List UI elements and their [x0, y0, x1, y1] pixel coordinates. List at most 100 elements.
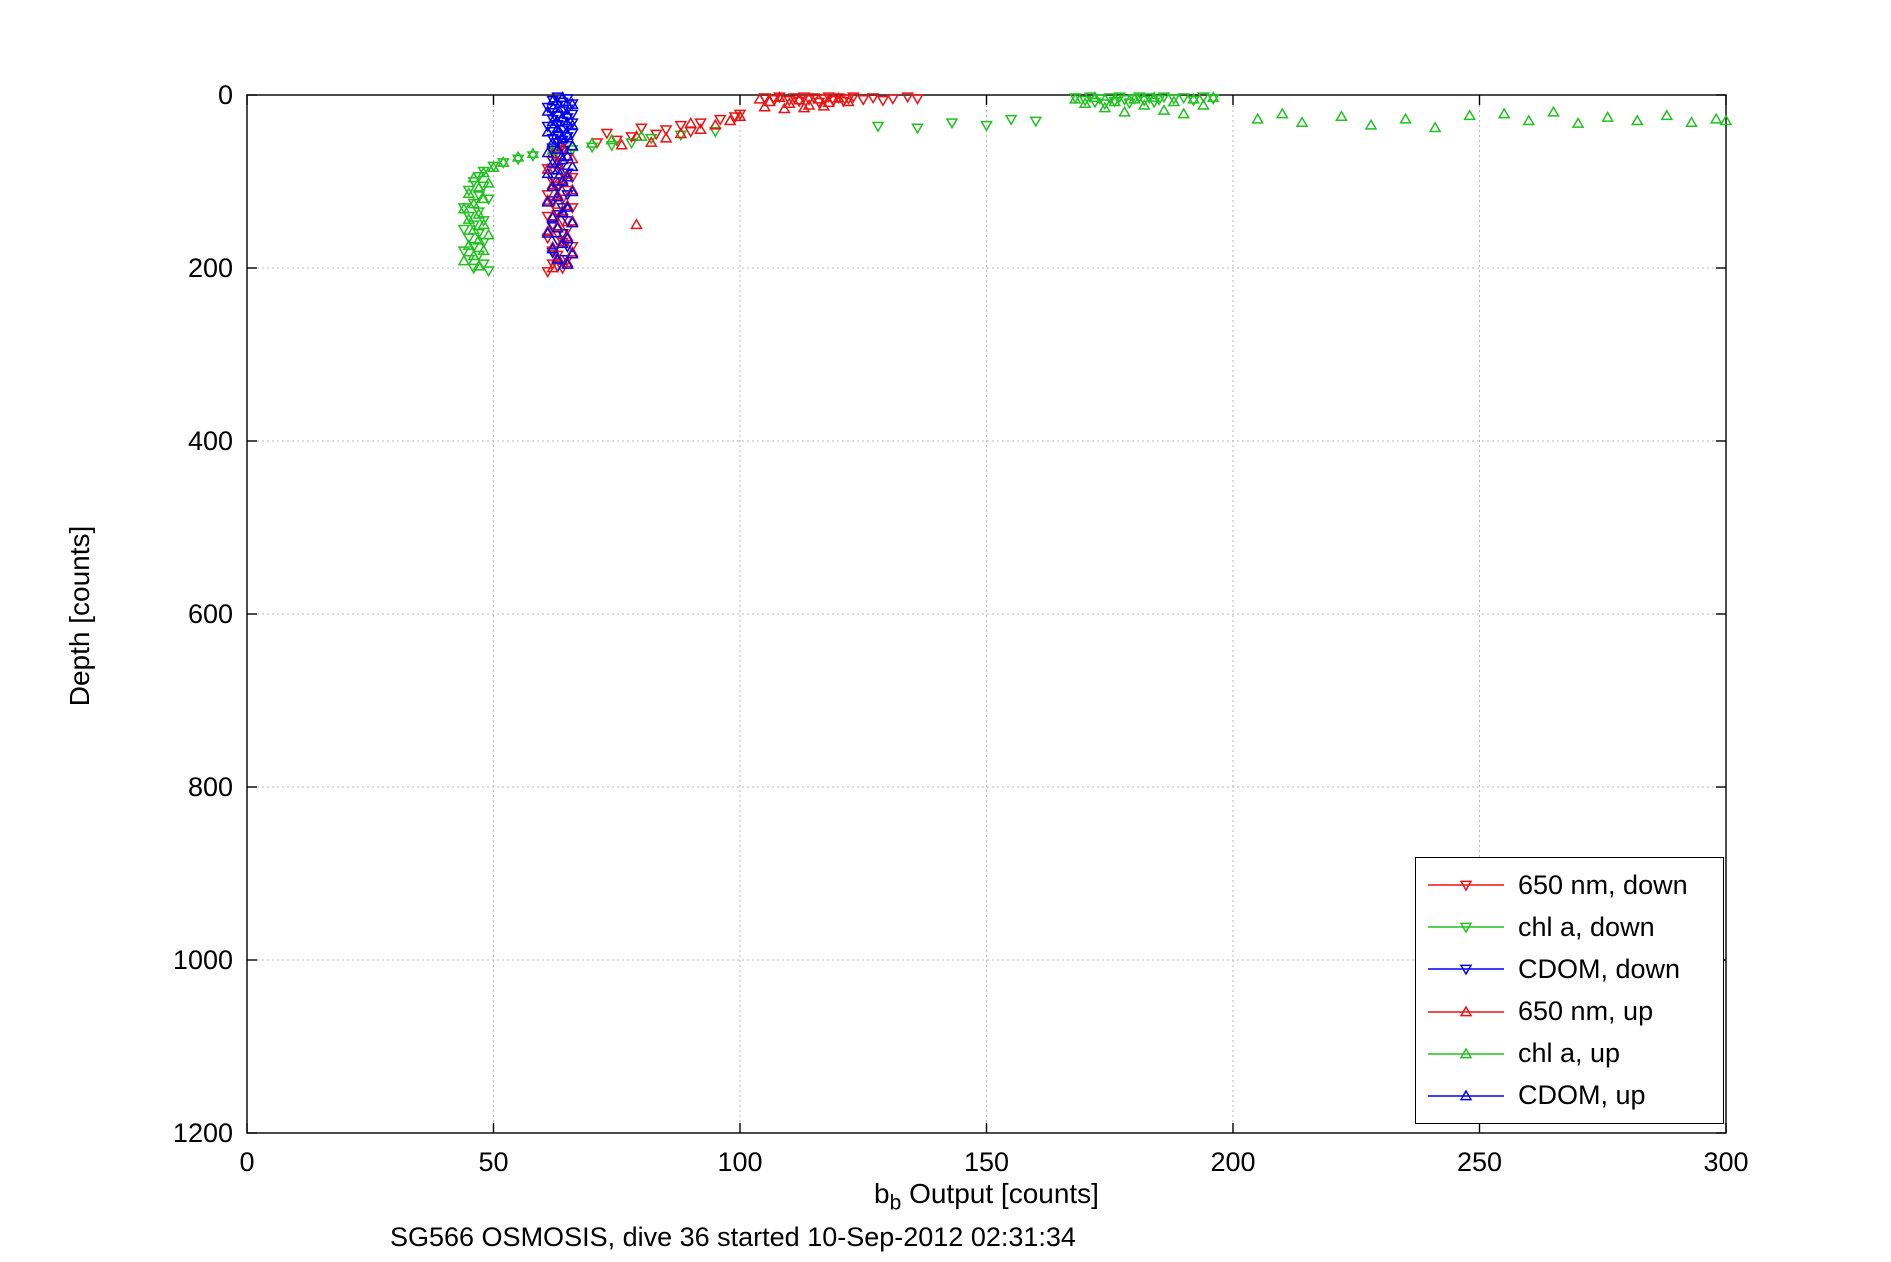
- triangle-down-marker-icon: [980, 120, 993, 132]
- triangle-up-marker-icon: [561, 230, 574, 242]
- triangle-down-marker-icon: [694, 118, 707, 130]
- triangle-up-marker-icon: [1428, 121, 1442, 133]
- triangle-up-marker-icon: [561, 232, 574, 243]
- y-tick-label: 200: [188, 253, 233, 283]
- triangle-down-marker-icon: [1187, 95, 1200, 107]
- triangle-up-marker-icon: [551, 163, 564, 175]
- legend-sample-line: [1428, 880, 1504, 892]
- legend-label: chl a, down: [1518, 911, 1655, 942]
- triangle-up-marker-icon: [541, 125, 555, 137]
- triangle-down-marker-icon: [1167, 94, 1181, 105]
- triangle-up-marker-icon: [556, 204, 569, 216]
- triangle-up-marker-icon: [541, 226, 555, 238]
- y-tick-label: 0: [218, 80, 233, 110]
- triangle-up-marker-icon: [817, 99, 831, 111]
- x-tick-label: 0: [239, 1147, 254, 1177]
- triangle-up-marker-icon: [822, 96, 836, 108]
- triangle-up-marker-icon: [1197, 98, 1210, 110]
- triangle-up-marker-icon: [561, 200, 574, 212]
- triangle-up-marker-icon: [566, 245, 579, 257]
- triangle-up-marker-icon: [694, 123, 707, 134]
- triangle-down-marker-icon: [511, 154, 525, 166]
- triangle-up-marker-icon: [1098, 101, 1112, 113]
- legend: 650 nm, down chl a, down CDOM, down 650 nm,…: [1415, 857, 1724, 1124]
- triangle-down-marker-icon: [556, 203, 569, 214]
- triangle-down-marker-icon: [1088, 97, 1102, 109]
- triangle-down-marker-icon: [1152, 94, 1166, 106]
- triangle-down-marker-icon: [1147, 97, 1161, 109]
- triangle-down-marker-icon: [1078, 95, 1092, 107]
- triangle-up-marker-icon: [1068, 92, 1082, 104]
- triangle-up-marker-icon: [1157, 104, 1171, 115]
- triangle-up-marker-icon: [541, 195, 555, 207]
- triangle-up-marker-icon: [605, 133, 619, 145]
- triangle-down-marker-icon: [911, 94, 924, 105]
- legend-label: CDOM, up: [1518, 1080, 1646, 1111]
- triangle-up-marker-icon: [472, 259, 486, 271]
- series-chl-a-up: [457, 91, 1733, 271]
- triangle-down-marker-icon: [1197, 92, 1210, 104]
- triangle-down-marker-icon: [1029, 116, 1043, 128]
- triangle-up-marker-icon: [1251, 112, 1264, 124]
- triangle-down-marker-icon: [659, 125, 673, 137]
- triangle-up-marker-icon: [561, 149, 574, 161]
- triangle-up-marker-icon: [1187, 92, 1200, 104]
- triangle-down-marker-icon: [1459, 922, 1473, 934]
- triangle-up-marker-icon: [551, 122, 564, 134]
- triangle-up-marker-icon: [1206, 91, 1220, 102]
- triangle-down-marker-icon: [822, 92, 836, 104]
- triangle-up-marker-icon: [753, 92, 767, 104]
- triangle-down-marker-icon: [541, 121, 555, 133]
- triangle-up-marker-icon: [797, 101, 811, 113]
- triangle-up-marker-icon: [477, 166, 490, 178]
- x-axis-label-rest: Output [counts]: [901, 1178, 1099, 1209]
- triangle-up-marker-icon: [482, 228, 495, 240]
- triangle-up-marker-icon: [1601, 110, 1614, 122]
- triangle-down-marker-icon: [1459, 880, 1473, 892]
- triangle-up-marker-icon: [511, 150, 525, 162]
- triangle-down-marker-icon: [901, 92, 914, 104]
- triangle-down-marker-icon: [526, 151, 540, 163]
- triangle-down-marker-icon: [457, 224, 471, 236]
- triangle-up-marker-icon: [1463, 109, 1476, 121]
- triangle-up-marker-icon: [566, 247, 579, 259]
- triangle-up-marker-icon: [556, 132, 569, 144]
- triangle-down-marker-icon: [467, 220, 481, 232]
- series-cdom-up: [541, 91, 579, 269]
- triangle-up-marker-icon: [546, 178, 559, 190]
- triangle-up-marker-icon: [556, 111, 569, 123]
- triangle-down-marker-icon: [472, 190, 486, 201]
- triangle-up-marker-icon: [546, 156, 559, 168]
- triangle-down-marker-icon: [467, 263, 481, 275]
- triangle-up-marker-icon: [561, 168, 574, 179]
- triangle-down-marker-icon: [713, 114, 727, 126]
- triangle-up-marker-icon: [556, 237, 569, 249]
- triangle-down-marker-icon: [610, 135, 624, 147]
- triangle-up-marker-icon: [561, 129, 574, 141]
- triangle-down-marker-icon: [674, 130, 688, 142]
- triangle-up-marker-icon: [546, 240, 559, 252]
- triangle-up-marker-icon: [812, 92, 826, 104]
- x-tick-label: 300: [1703, 1147, 1748, 1177]
- triangle-up-marker-icon: [733, 110, 747, 121]
- triangle-up-marker-icon: [566, 214, 579, 226]
- triangle-up-marker-icon: [1547, 105, 1560, 117]
- triangle-down-marker-icon: [551, 130, 564, 142]
- x-tick-label: 50: [478, 1147, 508, 1177]
- triangle-up-marker-icon: [1459, 1005, 1473, 1016]
- triangle-up-marker-icon: [630, 218, 643, 230]
- triangle-up-marker-icon: [551, 143, 564, 154]
- triangle-up-marker-icon: [802, 98, 816, 110]
- legend-sample-line: [1428, 922, 1504, 934]
- triangle-down-marker-icon: [556, 146, 569, 157]
- triangle-up-marker-icon: [1128, 92, 1141, 104]
- triangle-down-marker-icon: [1103, 93, 1117, 105]
- triangle-up-marker-icon: [551, 221, 564, 233]
- triangle-up-marker-icon: [1295, 116, 1309, 128]
- triangle-down-marker-icon: [792, 96, 806, 108]
- triangle-up-marker-icon: [782, 97, 796, 108]
- triangle-up-marker-icon: [1660, 109, 1674, 121]
- triangle-up-marker-icon: [462, 239, 476, 250]
- triangle-up-marker-icon: [561, 256, 574, 268]
